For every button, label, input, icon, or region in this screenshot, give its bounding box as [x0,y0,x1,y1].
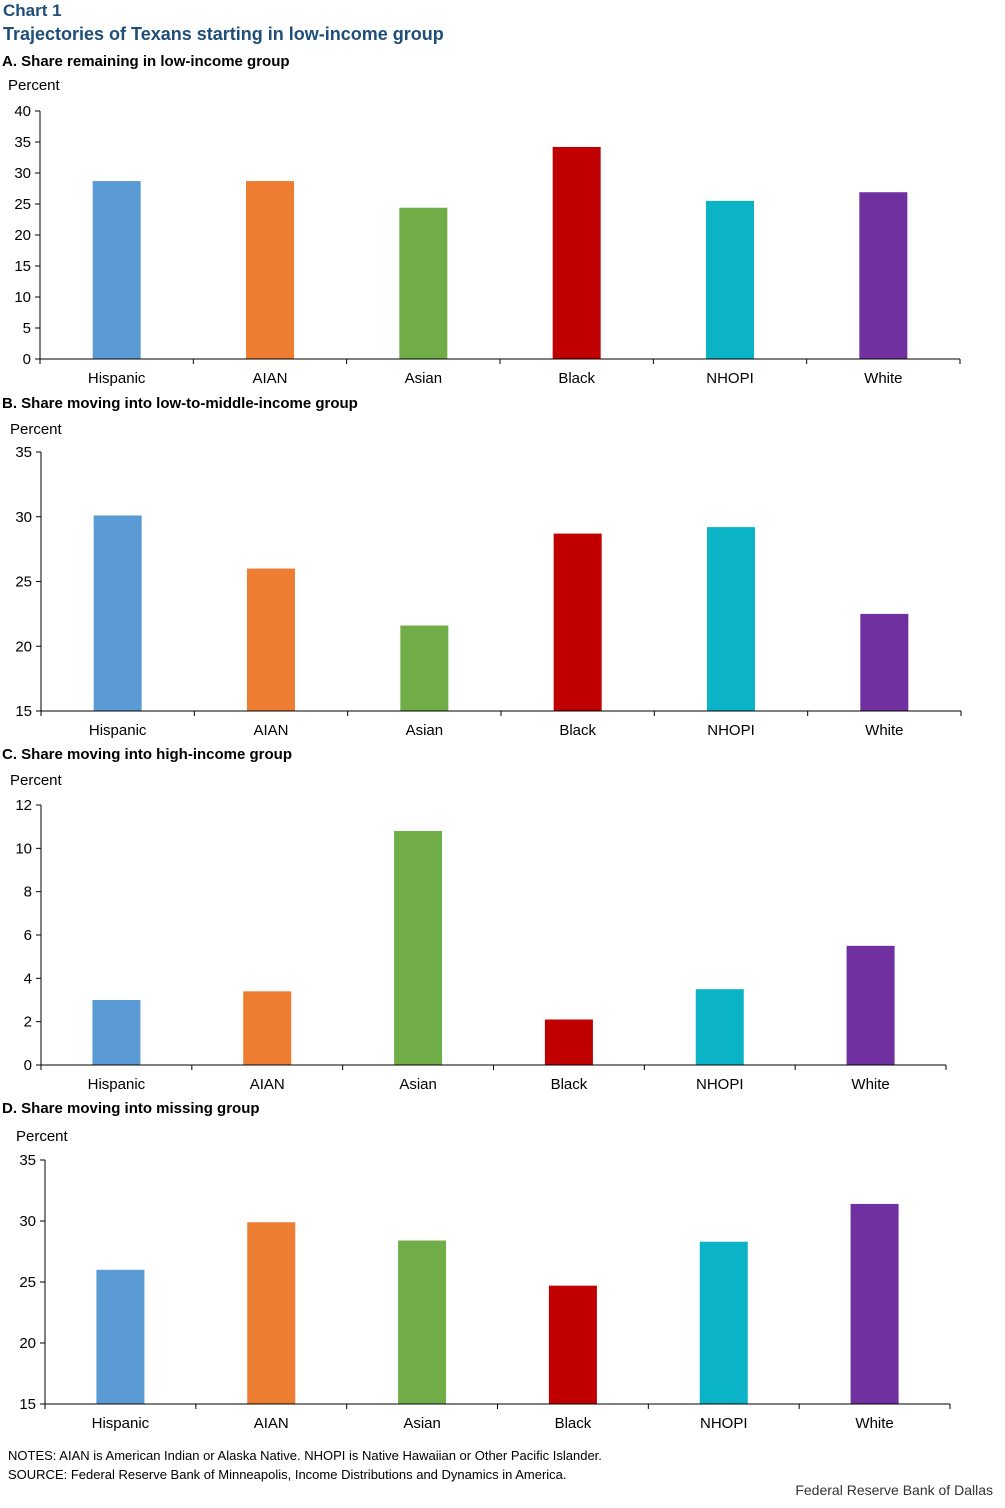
x-tick-label: NHOPI [707,722,755,739]
y-axis-label: Percent [16,1128,68,1145]
bar-chart-a: 0 5 10 15 20 25 30 35 40 Hispanic AIAN Asian Black NH… [14,103,961,387]
y-tick-label: 30 [14,165,31,182]
x-tick-label: AIAN [252,370,287,387]
y-tick-label: 20 [19,1335,36,1352]
x-tick-label: NHOPI [696,1076,744,1093]
y-tick-label: 0 [24,1057,32,1074]
x-tick-label: White [851,1076,889,1093]
bar-hispanic [93,515,142,711]
x-tick-label: White [865,722,903,739]
bar-black [548,1285,597,1404]
y-axis-label: Percent [10,772,62,789]
bar-nhopi [707,527,755,711]
bar-asian [399,207,448,359]
bar-black [553,533,602,711]
bar-white [846,945,895,1065]
y-tick-label: 30 [19,1213,36,1230]
x-tick-label: AIAN [250,1076,285,1093]
credit-text: Federal Reserve Bank of Dallas [795,1482,993,1498]
y-axis-label: Percent [8,77,60,94]
bar-hispanic [96,1269,145,1404]
x-tick-label: Black [551,1076,588,1093]
y-tick-label: 35 [15,444,32,461]
y-tick-label: 25 [19,1274,36,1291]
panel-title: B. Share moving into low-to-middle-incom… [2,395,358,412]
bar-asian [394,831,443,1065]
x-tick-label: Black [558,370,595,387]
bar-white [850,1203,899,1404]
x-tick-label: White [855,1415,893,1432]
bar-white [859,192,908,359]
x-tick-label: Asian [405,370,443,387]
x-tick-label: AIAN [254,1415,289,1432]
x-tick-label: NHOPI [700,1415,748,1432]
y-tick-label: 15 [19,1396,36,1413]
y-tick-label: 10 [15,840,32,857]
bar-white [860,613,909,711]
x-tick-label: Hispanic [89,722,147,739]
y-tick-label: 8 [24,884,32,901]
bar-chart-d: 15 20 25 30 35 Hispanic AIAN Asian Black NHOPI Whi… [19,1152,951,1432]
bar-nhopi [706,200,754,359]
panel-title: D. Share moving into missing group [2,1100,260,1117]
y-tick-label: 0 [23,351,31,368]
panel-title: C. Share moving into high-income group [2,746,293,763]
y-tick-label: 6 [24,927,32,944]
chart-title: Trajectories of Texans starting in low-i… [3,24,444,44]
bar-aian [247,1222,296,1404]
bar-aian [243,991,292,1065]
source-text: SOURCE: Federal Reserve Bank of Minneapo… [8,1467,567,1482]
y-tick-label: 4 [24,970,32,987]
x-tick-label: Hispanic [92,1415,150,1432]
chart-label: Chart 1 [3,1,62,20]
x-tick-label: Hispanic [88,1076,146,1093]
x-tick-label: NHOPI [706,370,754,387]
y-tick-label: 2 [24,1014,32,1031]
panel-title: A. Share remaining in low-income group [2,53,290,70]
y-tick-label: 40 [14,103,31,120]
panel-c: C. Share moving into high-income group P… [0,746,1005,1100]
bar-asian [400,625,449,711]
bar-asian [398,1240,447,1404]
y-axis-label: Percent [10,421,62,438]
x-tick-label: Asian [403,1415,441,1432]
x-tick-label: Black [555,1415,592,1432]
bar-aian [247,568,295,711]
y-tick-label: 35 [19,1152,36,1169]
y-tick-label: 35 [14,134,31,151]
y-tick-label: 25 [14,196,31,213]
footnotes: NOTES: AIAN is American Indian or Alaska… [8,1446,602,1484]
y-tick-label: 10 [14,289,31,306]
y-tick-label: 30 [15,509,32,526]
bar-nhopi [695,989,744,1065]
bar-nhopi [699,1241,748,1404]
x-tick-label: Asian [399,1076,437,1093]
y-tick-label: 5 [23,320,31,337]
panel-b: B. Share moving into low-to-middle-incom… [0,395,1005,745]
bar-black [552,146,601,359]
y-tick-label: 20 [14,227,31,244]
x-tick-label: Black [559,722,596,739]
x-tick-label: Asian [406,722,444,739]
y-tick-label: 20 [15,638,32,655]
y-tick-label: 15 [14,258,31,275]
panel-a: A. Share remaining in low-income group P… [0,53,1005,395]
x-tick-label: Hispanic [88,370,146,387]
bar-hispanic [92,1000,141,1065]
panel-d: D. Share moving into missing group Perce… [0,1100,1005,1440]
y-tick-label: 12 [15,797,32,814]
x-tick-label: White [864,370,902,387]
x-tick-label: AIAN [253,722,288,739]
y-tick-label: 25 [15,574,32,591]
bar-aian [246,181,294,359]
bar-chart-b: 15 20 25 30 35 Hispanic AIAN Asian Black NHOPI Whi… [15,444,962,739]
bar-black [544,1019,593,1065]
y-tick-label: 15 [15,703,32,720]
bar-chart-c: 0 2 4 6 8 10 12 Hispanic AIAN Asian Black NHOPI Whit… [15,797,947,1093]
bar-hispanic [92,181,141,359]
notes-text: NOTES: AIAN is American Indian or Alaska… [8,1448,602,1463]
